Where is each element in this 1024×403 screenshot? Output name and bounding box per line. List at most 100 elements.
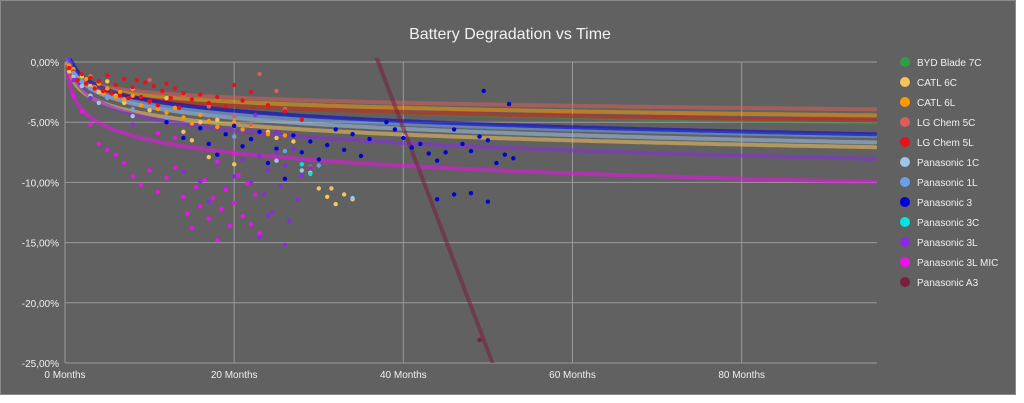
data-point xyxy=(164,95,169,101)
trendline xyxy=(65,64,877,112)
data-point xyxy=(333,127,338,132)
trendline xyxy=(65,63,877,118)
data-point xyxy=(295,197,300,202)
legend-marker xyxy=(900,277,910,287)
data-point xyxy=(215,159,220,165)
data-point xyxy=(270,210,275,215)
legend-label: LG Chem 5L xyxy=(917,138,974,149)
legend-label: Panasonic 3L xyxy=(917,238,978,249)
data-point xyxy=(100,88,106,94)
legend-marker xyxy=(900,257,910,267)
data-point xyxy=(257,71,262,77)
data-point xyxy=(265,103,271,108)
legend-label: Panasonic A3 xyxy=(917,278,979,289)
data-point xyxy=(232,114,237,119)
data-point xyxy=(92,86,97,91)
data-point xyxy=(83,81,89,86)
data-point xyxy=(451,127,457,132)
data-point xyxy=(198,204,203,209)
data-point xyxy=(325,194,330,199)
legend-item: Panasonic 3 xyxy=(900,197,972,209)
data-point xyxy=(172,135,178,141)
data-point xyxy=(426,151,431,156)
data-point xyxy=(198,179,203,184)
data-point xyxy=(215,124,220,130)
data-point xyxy=(223,187,228,192)
data-point xyxy=(122,100,127,106)
data-point xyxy=(468,191,474,196)
data-point xyxy=(181,135,186,141)
data-point xyxy=(274,146,279,151)
data-point xyxy=(105,79,110,84)
legend-marker xyxy=(900,97,910,107)
data-point xyxy=(333,201,338,207)
data-point xyxy=(198,92,203,97)
data-point xyxy=(75,77,80,83)
data-point xyxy=(71,70,76,76)
data-point xyxy=(227,223,233,228)
data-point xyxy=(172,86,178,91)
data-point xyxy=(477,337,482,343)
data-point xyxy=(96,79,102,84)
data-point xyxy=(130,106,135,112)
data-point xyxy=(177,105,182,111)
trendline-layer xyxy=(65,58,877,363)
legend-marker xyxy=(900,157,910,167)
data-point xyxy=(257,129,262,134)
data-point xyxy=(232,134,237,139)
legend-label: Panasonic 1C xyxy=(917,158,979,169)
legend: BYD Blade 7C CATL 6C CATL 6L LG Chem 5C LG C… xyxy=(900,57,998,289)
data-point xyxy=(130,122,135,127)
data-point xyxy=(350,195,355,201)
data-point xyxy=(460,141,465,147)
legend-item: Panasonic 3L MIC xyxy=(900,257,998,269)
data-point xyxy=(308,171,313,177)
legend-item: CATL 6L xyxy=(900,97,956,109)
legend-item: CATL 6C xyxy=(900,77,957,89)
trendline xyxy=(65,58,877,161)
data-point xyxy=(401,135,406,141)
data-point xyxy=(134,77,140,83)
data-point xyxy=(79,109,85,114)
data-point xyxy=(181,91,186,96)
data-point xyxy=(367,136,372,142)
data-point xyxy=(206,216,211,221)
data-point xyxy=(151,83,156,89)
data-point xyxy=(105,95,110,101)
data-point xyxy=(502,152,507,157)
data-point xyxy=(67,69,72,74)
data-point xyxy=(71,77,76,83)
legend-item: Panasonic 1L xyxy=(900,177,978,189)
data-point xyxy=(265,132,271,137)
data-point xyxy=(79,79,85,84)
data-point xyxy=(257,153,262,159)
data-point xyxy=(138,182,144,187)
data-point xyxy=(282,133,288,138)
data-point xyxy=(248,89,254,95)
data-point xyxy=(257,230,262,236)
data-point xyxy=(240,144,245,149)
legend-marker xyxy=(900,177,910,187)
x-tick-label: 60 Months xyxy=(549,370,596,381)
data-point xyxy=(219,206,224,212)
legend-marker xyxy=(900,137,910,147)
data-point xyxy=(232,174,237,179)
trendline xyxy=(65,72,877,185)
data-point xyxy=(477,134,482,139)
data-point xyxy=(113,152,119,157)
legend-item: Panasonic 3L xyxy=(900,237,978,249)
data-point xyxy=(122,97,127,102)
data-point xyxy=(240,98,245,103)
data-point xyxy=(299,173,304,178)
data-point xyxy=(79,83,85,89)
data-point xyxy=(282,163,288,168)
data-point xyxy=(232,200,237,206)
data-point xyxy=(164,110,169,115)
data-point xyxy=(181,194,186,199)
data-point xyxy=(329,186,334,191)
data-point xyxy=(223,104,228,109)
data-point xyxy=(392,127,398,132)
data-point xyxy=(299,150,304,155)
data-point xyxy=(485,199,491,204)
data-point xyxy=(130,114,135,119)
